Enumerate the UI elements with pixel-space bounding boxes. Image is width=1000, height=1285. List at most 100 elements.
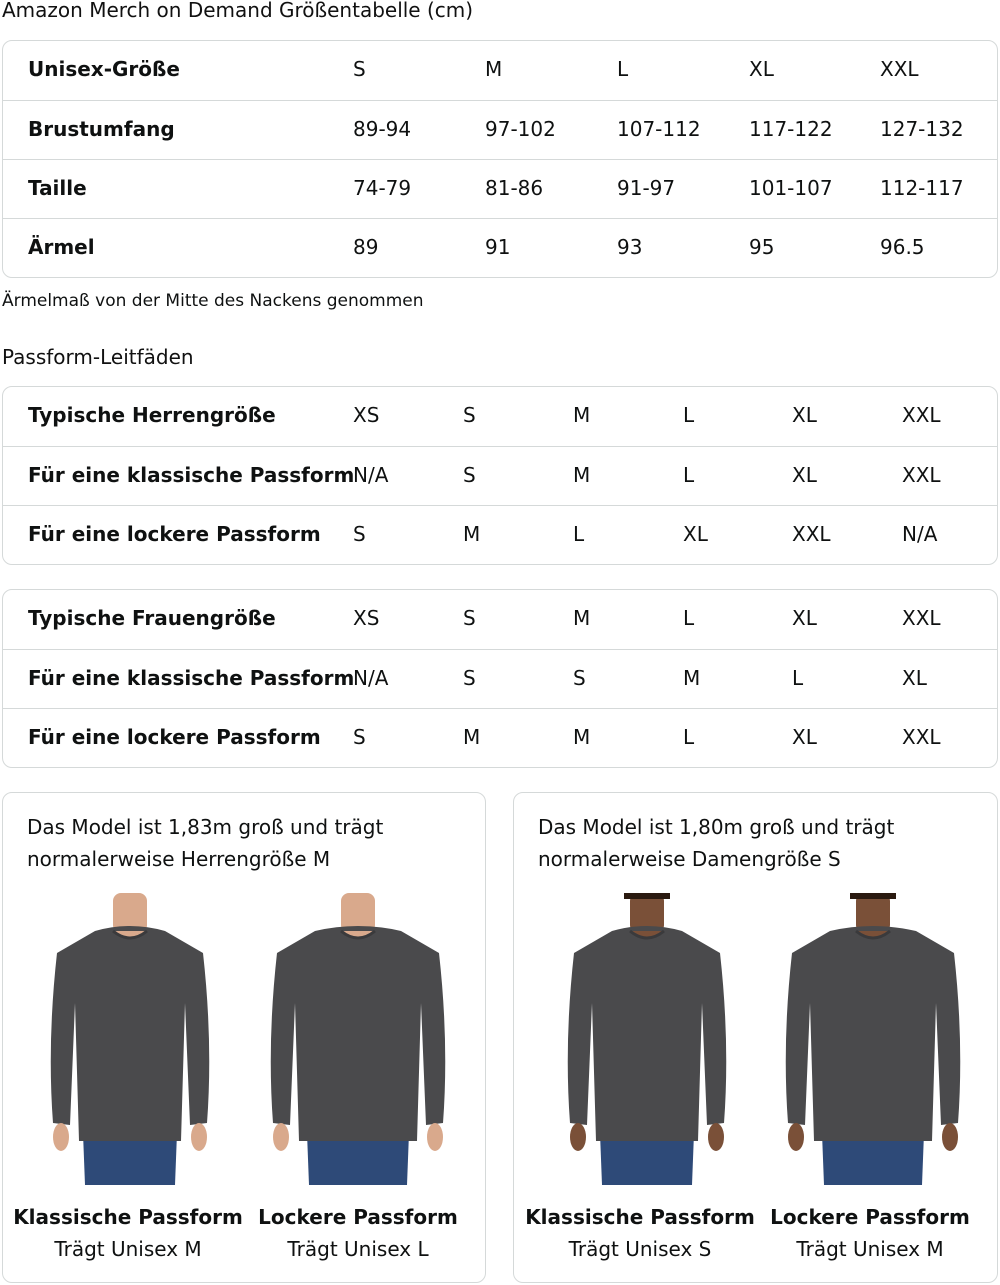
women-fit-table: Typische Frauengröße XS S M L XL XXL Für eine k… [2,589,998,768]
fit-label: Lockere Passform [258,1205,458,1229]
model-photo-men-relaxed [263,893,453,1185]
cell: L [683,606,695,630]
collar [629,929,665,940]
table-row: Für eine lockere Passform S M L XL XXL N/A [3,505,997,564]
cell: L [683,463,695,487]
cell: 97-102 [485,117,556,141]
sweater [785,926,961,1141]
cell: XL [683,522,708,546]
cell: XXL [792,522,831,546]
row-label: Unisex-Größe [28,57,180,81]
left-hand [570,1123,586,1151]
page-title: Amazon Merch on Demand Größentabelle (cm… [2,0,474,22]
cell: L [617,57,629,81]
jeans [822,1133,924,1185]
collar [340,929,376,940]
wears-label: Trägt Unisex L [287,1237,429,1261]
cell: S [463,403,476,427]
fit-guide-heading: Passform-Leitfäden [2,345,194,369]
cell: XS [353,403,380,427]
model-description: Das Model ist 1,83m groß und trägt norma… [27,815,384,871]
model-photo-women-relaxed [778,893,968,1185]
right-hand [191,1123,207,1151]
cell: L [683,725,695,749]
sleeve-note: Ärmelmaß von der Mitte des Nackens genom… [2,291,424,311]
cell: XL [792,403,817,427]
neck [630,893,664,933]
table-row: Für eine klassische Passform N/A S M L XL XXL [3,446,997,505]
jeans [83,1133,177,1185]
row-label: Für eine klassische Passform [28,463,355,487]
cell: S [463,666,476,690]
cell: M [463,725,481,749]
cell: 89 [353,235,379,259]
neck [113,893,147,933]
women-model-card: Das Model ist 1,80m groß und trägt norma… [513,792,998,1283]
collar [855,929,891,940]
cell: XXL [902,463,941,487]
cell: N/A [353,463,389,487]
cell: M [463,522,481,546]
row-label: Für eine lockere Passform [28,725,321,749]
cell: L [683,403,695,427]
cell: N/A [902,522,938,546]
caption-women-classic: Klassische Passform Trägt Unisex S [520,1201,760,1265]
table-row: Unisex-Größe S M L XL XXL [3,41,997,100]
cell: 93 [617,235,643,259]
cell: M [485,57,503,81]
cell: 107-112 [617,117,701,141]
fit-label: Klassische Passform [13,1205,243,1229]
table-row: Für eine lockere Passform S M M L XL XXL [3,708,997,767]
table-row: Typische Herrengröße XS S M L XL XXL [3,387,997,446]
row-label: Für eine klassische Passform [28,666,355,690]
left-hand [273,1123,289,1151]
caption-men-relaxed: Lockere Passform Trägt Unisex L [238,1201,478,1265]
left-hand [788,1123,804,1151]
cell: S [573,666,586,690]
neck [341,893,375,933]
cell: XS [353,606,380,630]
row-label: Typische Frauengröße [28,606,276,630]
caption-men-classic: Klassische Passform Trägt Unisex M [8,1201,248,1265]
fit-label: Klassische Passform [525,1205,755,1229]
cell: XL [792,606,817,630]
hair [850,893,896,899]
cell: XL [749,57,774,81]
sweater [567,926,727,1141]
cell: M [573,463,591,487]
table-row: Für eine klassische Passform N/A S S M L XL [3,649,997,708]
cell: M [573,403,591,427]
men-model-card: Das Model ist 1,83m groß und trägt norma… [2,792,486,1283]
cell: 74-79 [353,176,412,200]
model-photo-women-classic [552,893,742,1185]
row-label: Typische Herrengröße [28,403,276,427]
size-table: Unisex-Größe S M L XL XXL Brustumfang 89-94 97-1… [2,40,998,278]
cell: M [573,606,591,630]
row-label: Ärmel [28,235,95,259]
jeans [307,1133,409,1185]
table-row: Typische Frauengröße XS S M L XL XXL [3,590,997,649]
right-hand [942,1123,958,1151]
cell: S [463,606,476,630]
cell: 91-97 [617,176,676,200]
men-fit-table: Typische Herrengröße XS S M L XL XXL Für eine k… [2,386,998,565]
cell: XXL [880,57,919,81]
cell: XXL [902,725,941,749]
model-description: Das Model ist 1,80m groß und trägt norma… [538,815,895,871]
cell: 117-122 [749,117,833,141]
cell: 96.5 [880,235,925,259]
cell: S [463,463,476,487]
cell: 95 [749,235,775,259]
cell: 101-107 [749,176,833,200]
table-row: Ärmel 89 91 93 95 96.5 [3,218,997,277]
right-hand [427,1123,443,1151]
wears-label: Trägt Unisex M [796,1237,944,1261]
wears-label: Trägt Unisex S [568,1237,712,1261]
cell: XL [792,725,817,749]
collar [112,929,148,940]
table-row: Brustumfang 89-94 97-102 107-112 117-122 127-… [3,100,997,159]
neck [856,893,890,933]
wears-label: Trägt Unisex M [54,1237,202,1261]
left-hand [53,1123,69,1151]
model-photo-men-classic [35,893,225,1185]
